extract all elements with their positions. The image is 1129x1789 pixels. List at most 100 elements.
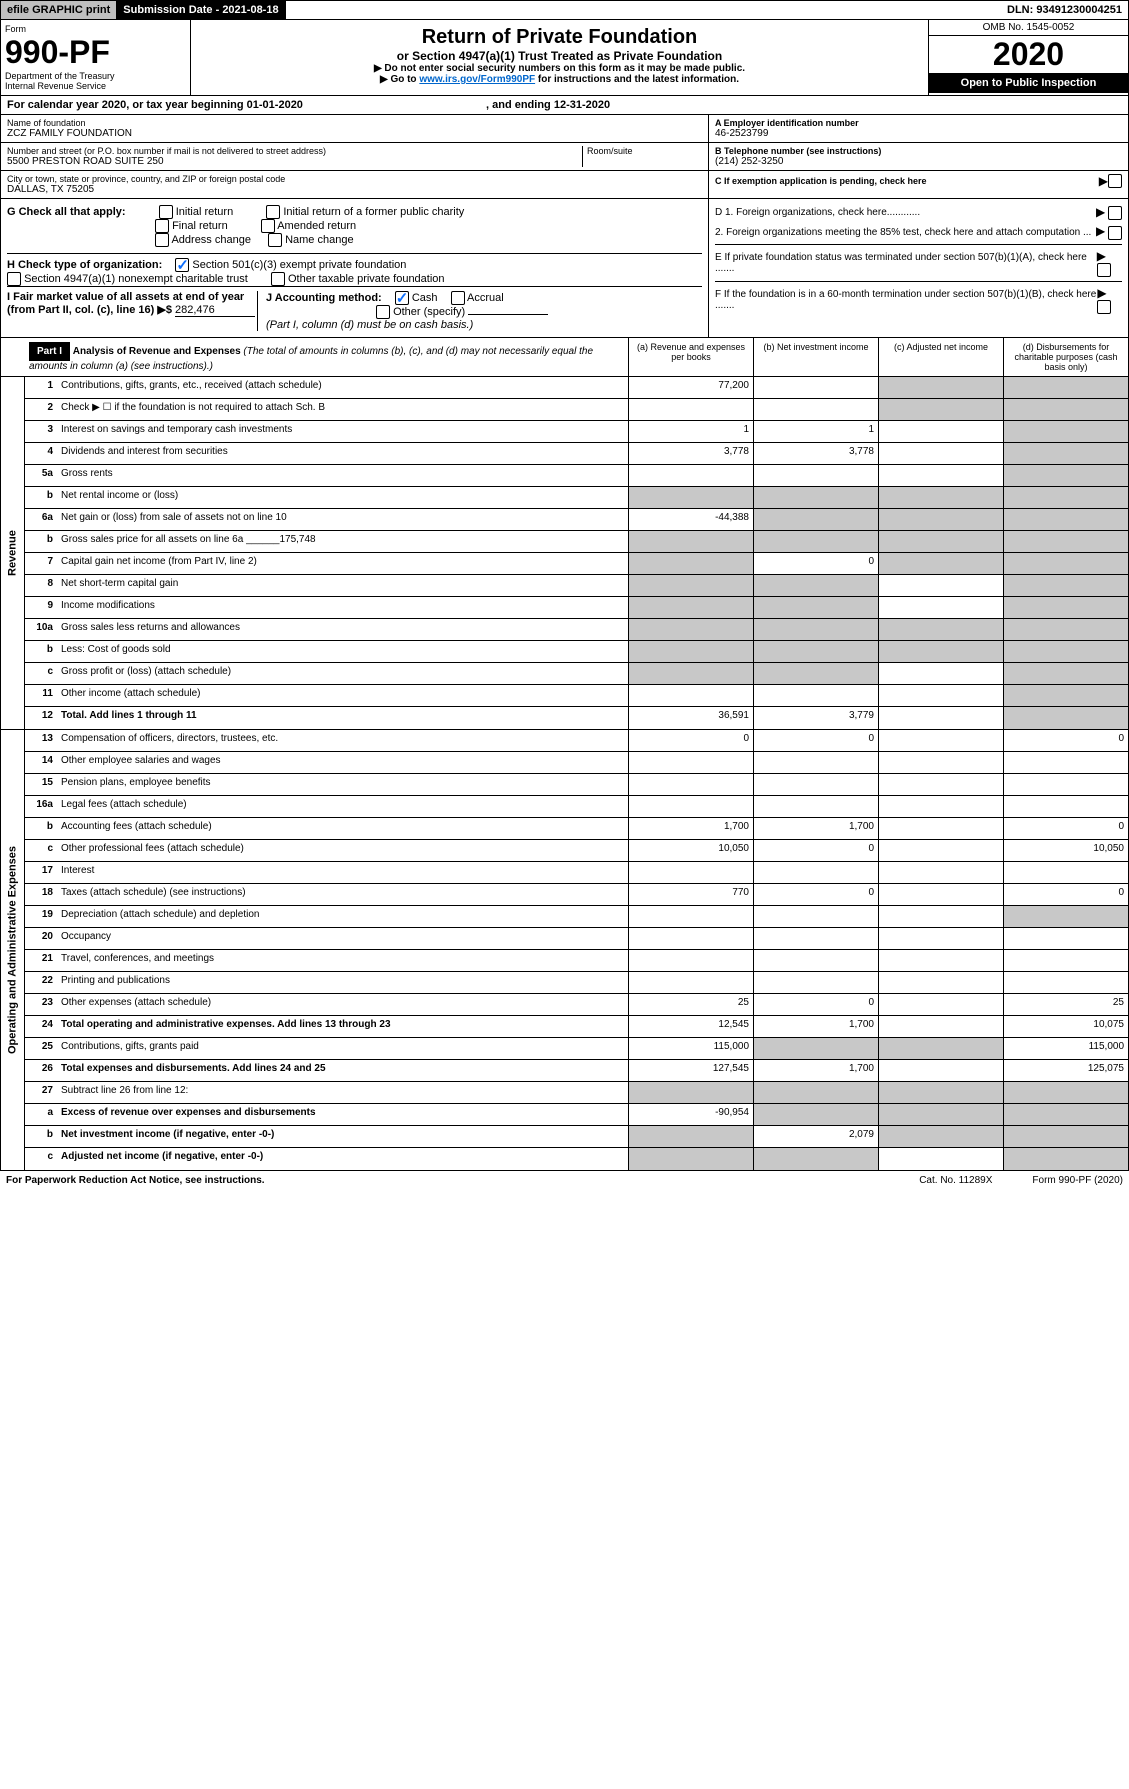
g-final-checkbox[interactable] <box>155 219 169 233</box>
value-cell-c <box>878 1082 1003 1103</box>
line-desc: Dividends and interest from securities <box>59 443 628 464</box>
value-cell-a: 770 <box>628 884 753 905</box>
value-cell-c <box>878 972 1003 993</box>
value-cell-c <box>878 1126 1003 1147</box>
value-cell-c <box>878 928 1003 949</box>
value-cell-b <box>753 597 878 618</box>
value-cell-a <box>628 641 753 662</box>
value-cell-b <box>753 531 878 552</box>
ein: 46-2523799 <box>715 128 1122 139</box>
value-cell-d <box>1003 774 1128 795</box>
submission-date: Submission Date - 2021-08-18 <box>117 1 285 19</box>
table-row: 23Other expenses (attach schedule)25025 <box>25 994 1128 1016</box>
table-row: 10aGross sales less returns and allowanc… <box>25 619 1128 641</box>
table-row: 26Total expenses and disbursements. Add … <box>25 1060 1128 1082</box>
omb-number: OMB No. 1545-0052 <box>929 20 1128 36</box>
line-number: 13 <box>25 730 59 751</box>
value-cell-c <box>878 465 1003 486</box>
value-cell-a <box>628 928 753 949</box>
value-cell-d: 25 <box>1003 994 1128 1015</box>
value-cell-b: 0 <box>753 730 878 751</box>
line-number: 19 <box>25 906 59 927</box>
value-cell-a <box>628 685 753 706</box>
line-desc: Compensation of officers, directors, tru… <box>59 730 628 751</box>
value-cell-b: 0 <box>753 884 878 905</box>
instructions-link[interactable]: www.irs.gov/Form990PF <box>419 74 535 85</box>
value-cell-b: 0 <box>753 840 878 861</box>
e-label: E If private foundation status was termi… <box>715 252 1097 274</box>
cat-no: Cat. No. 11289X <box>919 1175 992 1186</box>
value-cell-d: 10,075 <box>1003 1016 1128 1037</box>
value-cell-d <box>1003 707 1128 729</box>
value-cell-c <box>878 1016 1003 1037</box>
h-501c3-checkbox[interactable] <box>175 258 189 272</box>
value-cell-c <box>878 641 1003 662</box>
f-checkbox[interactable] <box>1097 300 1111 314</box>
table-row: 25Contributions, gifts, grants paid115,0… <box>25 1038 1128 1060</box>
c-checkbox[interactable] <box>1108 174 1122 188</box>
value-cell-c <box>878 575 1003 596</box>
value-cell-b: 3,779 <box>753 707 878 729</box>
line-desc: Pension plans, employee benefits <box>59 774 628 795</box>
table-row: bLess: Cost of goods sold <box>25 641 1128 663</box>
value-cell-a <box>628 796 753 817</box>
h-other-checkbox[interactable] <box>271 272 285 286</box>
tax-year: 2020 <box>929 36 1128 73</box>
d2-checkbox[interactable] <box>1108 226 1122 240</box>
d1-checkbox[interactable] <box>1108 206 1122 220</box>
line-desc: Occupancy <box>59 928 628 949</box>
line-desc: Accounting fees (attach schedule) <box>59 818 628 839</box>
table-row: 21Travel, conferences, and meetings <box>25 950 1128 972</box>
arrow-icon: ▶ <box>1099 174 1108 188</box>
g-initial-checkbox[interactable] <box>159 205 173 219</box>
value-cell-b <box>753 575 878 596</box>
table-row: 11Other income (attach schedule) <box>25 685 1128 707</box>
line-desc: Contributions, gifts, grants, etc., rece… <box>59 377 628 398</box>
table-row: 22Printing and publications <box>25 972 1128 994</box>
value-cell-d <box>1003 663 1128 684</box>
value-cell-b <box>753 377 878 398</box>
value-cell-a: 10,050 <box>628 840 753 861</box>
value-cell-c <box>878 487 1003 508</box>
line-number: 6a <box>25 509 59 530</box>
value-cell-d <box>1003 972 1128 993</box>
value-cell-b <box>753 796 878 817</box>
line-desc: Travel, conferences, and meetings <box>59 950 628 971</box>
value-cell-b: 1,700 <box>753 1060 878 1081</box>
table-row: 5aGross rents <box>25 465 1128 487</box>
value-cell-d <box>1003 531 1128 552</box>
value-cell-b: 1,700 <box>753 1016 878 1037</box>
line-number: 4 <box>25 443 59 464</box>
value-cell-a: 3,778 <box>628 443 753 464</box>
d1-label: D 1. Foreign organizations, check here..… <box>715 207 920 218</box>
line-desc: Total. Add lines 1 through 11 <box>59 707 628 729</box>
expenses-side-label: Operating and Administrative Expenses <box>1 730 25 1170</box>
g-amended-checkbox[interactable] <box>261 219 275 233</box>
value-cell-c <box>878 443 1003 464</box>
line-number: 1 <box>25 377 59 398</box>
j-cash-checkbox[interactable] <box>395 291 409 305</box>
j-other-checkbox[interactable] <box>376 305 390 319</box>
col-b-header: (b) Net investment income <box>753 338 878 376</box>
line-number: 23 <box>25 994 59 1015</box>
value-cell-b <box>753 928 878 949</box>
value-cell-a <box>628 862 753 883</box>
g-initial-public-checkbox[interactable] <box>266 205 280 219</box>
h-4947-checkbox[interactable] <box>7 272 21 286</box>
value-cell-a <box>628 1126 753 1147</box>
g-name-checkbox[interactable] <box>268 233 282 247</box>
value-cell-b <box>753 774 878 795</box>
table-row: 13Compensation of officers, directors, t… <box>25 730 1128 752</box>
j-accrual-checkbox[interactable] <box>451 291 465 305</box>
irs: Internal Revenue Service <box>5 81 186 91</box>
line-desc: Net rental income or (loss) <box>59 487 628 508</box>
col-c-header: (c) Adjusted net income <box>878 338 1003 376</box>
value-cell-a <box>628 774 753 795</box>
g-address-checkbox[interactable] <box>155 233 169 247</box>
value-cell-b <box>753 862 878 883</box>
e-checkbox[interactable] <box>1097 263 1111 277</box>
value-cell-c <box>878 994 1003 1015</box>
efile-print-button[interactable]: efile GRAPHIC print <box>1 1 117 19</box>
table-row: 1Contributions, gifts, grants, etc., rec… <box>25 377 1128 399</box>
value-cell-d <box>1003 377 1128 398</box>
